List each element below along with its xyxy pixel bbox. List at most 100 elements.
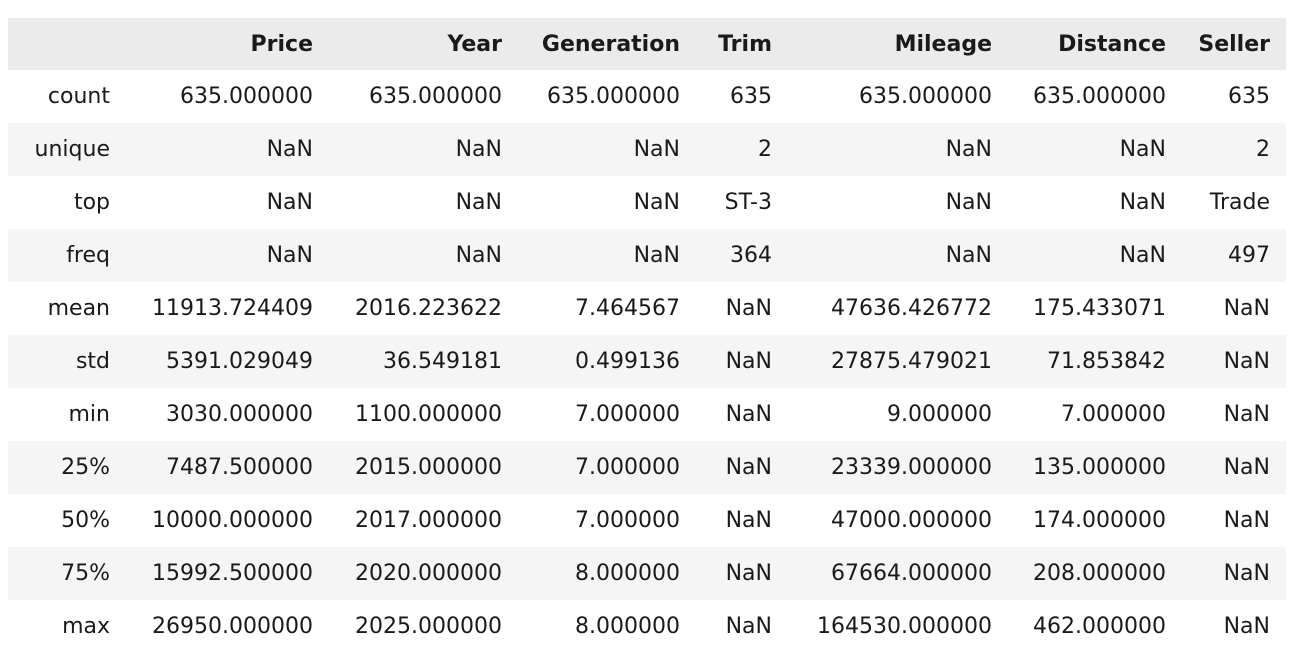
table-cell: 10000.000000 [126,494,329,547]
table-row: count 635.000000 635.000000 635.000000 635 63… [8,70,1286,123]
table-cell: NaN [518,176,696,229]
row-label: 75% [8,547,126,600]
table-cell: NaN [696,600,788,653]
table-cell: NaN [788,229,1008,282]
table-cell: 2025.000000 [329,600,518,653]
table-cell: 23339.000000 [788,441,1008,494]
table-cell: NaN [696,282,788,335]
table-cell: 47636.426772 [788,282,1008,335]
table-cell: 7.464567 [518,282,696,335]
table-cell: NaN [696,547,788,600]
table-cell: ST-3 [696,176,788,229]
table-cell: NaN [126,229,329,282]
table-cell: NaN [126,123,329,176]
table-cell: NaN [1008,176,1182,229]
table-row: mean 11913.724409 2016.223622 7.464567 NaN 47… [8,282,1286,335]
index-header-cell [8,18,126,70]
table-cell: NaN [1008,229,1182,282]
table-row: unique NaN NaN NaN 2 NaN NaN 2 [8,123,1286,176]
table-cell: NaN [518,123,696,176]
table-cell: 497 [1182,229,1286,282]
table-cell: NaN [1182,600,1286,653]
table-cell: 2 [696,123,788,176]
table-cell: 2015.000000 [329,441,518,494]
table-cell: 635.000000 [329,70,518,123]
table-cell: 175.433071 [1008,282,1182,335]
column-header-mileage: Mileage [788,18,1008,70]
table-cell: NaN [1182,441,1286,494]
table-cell: NaN [696,441,788,494]
table-cell: 3030.000000 [126,388,329,441]
row-label: mean [8,282,126,335]
row-label: max [8,600,126,653]
table-cell: 11913.724409 [126,282,329,335]
table-cell: 7.000000 [1008,388,1182,441]
table-row: max 26950.000000 2025.000000 8.000000 NaN 164… [8,600,1286,653]
table-cell: NaN [696,335,788,388]
table-cell: NaN [329,229,518,282]
column-header-year: Year [329,18,518,70]
table-cell: 0.499136 [518,335,696,388]
table-cell: 635 [696,70,788,123]
table-cell: 635.000000 [1008,70,1182,123]
table-cell: 635.000000 [788,70,1008,123]
row-label: 50% [8,494,126,547]
row-label: 25% [8,441,126,494]
table-cell: 15992.500000 [126,547,329,600]
table-cell: 27875.479021 [788,335,1008,388]
table-cell: 174.000000 [1008,494,1182,547]
table-row: freq NaN NaN NaN 364 NaN NaN 497 [8,229,1286,282]
table-row: min 3030.000000 1100.000000 7.000000 NaN 9.00… [8,388,1286,441]
table-cell: 364 [696,229,788,282]
header-row: Price Year Generation Trim Mileage Distance Se… [8,18,1286,70]
row-label: min [8,388,126,441]
column-header-seller: Seller [1182,18,1286,70]
table-cell: 7.000000 [518,388,696,441]
table-cell: 1100.000000 [329,388,518,441]
table-cell: 8.000000 [518,547,696,600]
table-cell: 71.853842 [1008,335,1182,388]
table-cell: 7.000000 [518,494,696,547]
describe-output: Price Year Generation Trim Mileage Distance Se… [8,18,1286,653]
table-cell: 5391.029049 [126,335,329,388]
table-cell: NaN [1182,547,1286,600]
table-cell: Trade [1182,176,1286,229]
table-cell: 135.000000 [1008,441,1182,494]
table-cell: NaN [126,176,329,229]
table-cell: 635.000000 [126,70,329,123]
summary-statistics-table: Price Year Generation Trim Mileage Distance Se… [8,18,1286,653]
table-cell: NaN [1182,282,1286,335]
table-cell: 462.000000 [1008,600,1182,653]
table-cell: NaN [696,494,788,547]
table-cell: NaN [696,388,788,441]
column-header-distance: Distance [1008,18,1182,70]
column-header-trim: Trim [696,18,788,70]
column-header-generation: Generation [518,18,696,70]
table-cell: NaN [1182,388,1286,441]
table-cell: NaN [329,123,518,176]
table-cell: NaN [1182,494,1286,547]
table-cell: 2016.223622 [329,282,518,335]
table-cell: NaN [788,123,1008,176]
table-cell: 208.000000 [1008,547,1182,600]
table-row: 75% 15992.500000 2020.000000 8.000000 NaN 676… [8,547,1286,600]
table-cell: 164530.000000 [788,600,1008,653]
row-label: freq [8,229,126,282]
table-cell: NaN [329,176,518,229]
table-cell: 7487.500000 [126,441,329,494]
table-body: count 635.000000 635.000000 635.000000 635 63… [8,70,1286,653]
table-cell: 635 [1182,70,1286,123]
table-cell: 8.000000 [518,600,696,653]
table-cell: 26950.000000 [126,600,329,653]
table-header: Price Year Generation Trim Mileage Distance Se… [8,18,1286,70]
table-cell: 36.549181 [329,335,518,388]
table-cell: NaN [1182,335,1286,388]
table-cell: 67664.000000 [788,547,1008,600]
table-row: 25% 7487.500000 2015.000000 7.000000 NaN 2333… [8,441,1286,494]
table-row: 50% 10000.000000 2017.000000 7.000000 NaN 470… [8,494,1286,547]
table-cell: 2020.000000 [329,547,518,600]
row-label: unique [8,123,126,176]
table-cell: 9.000000 [788,388,1008,441]
row-label: top [8,176,126,229]
table-cell: NaN [1008,123,1182,176]
